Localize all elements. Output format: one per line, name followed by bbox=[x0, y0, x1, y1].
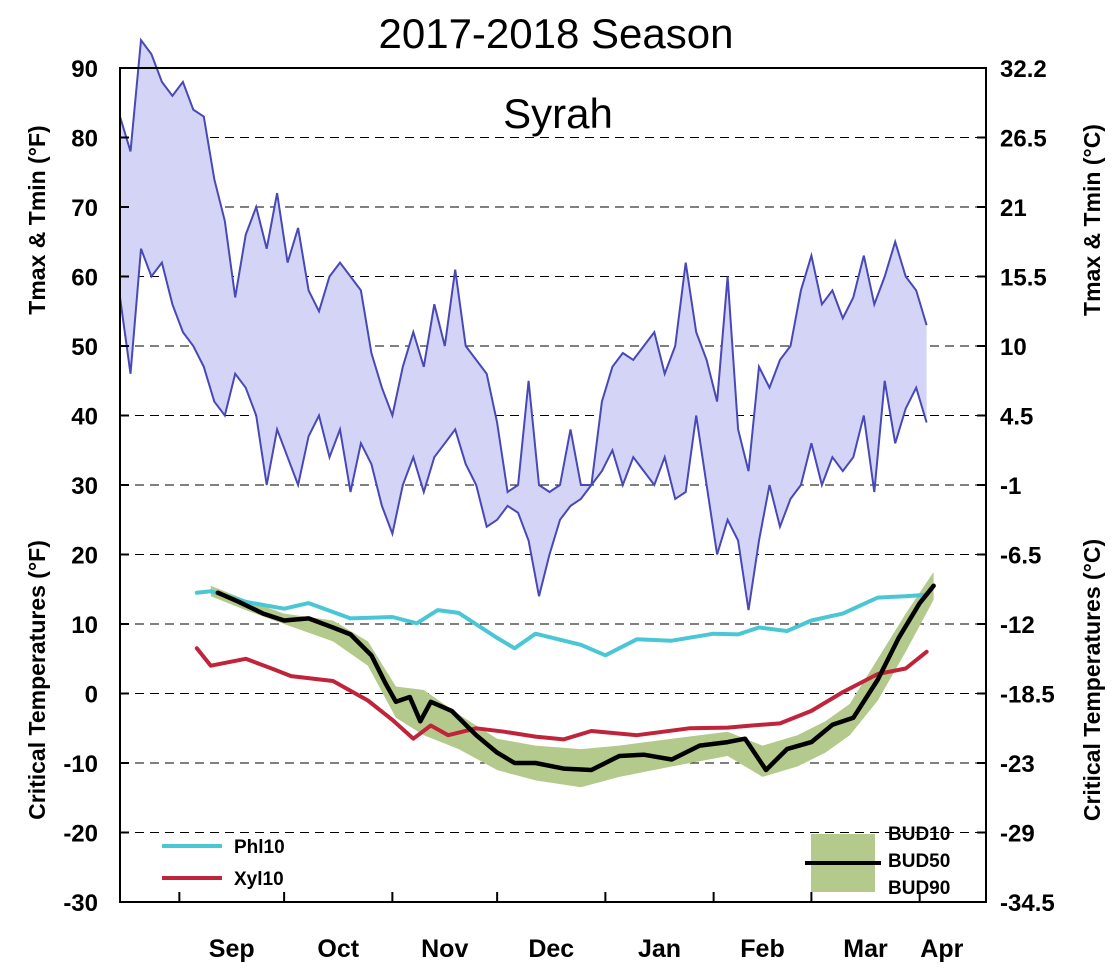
chart-subtitle: Syrah bbox=[503, 90, 613, 137]
x-tick-label-mar: Mar bbox=[843, 935, 888, 963]
legend-bud10-label: BUD10 bbox=[888, 824, 950, 845]
series-layer bbox=[194, 583, 936, 773]
x-tick-label-sep: Sep bbox=[209, 935, 255, 963]
y-right-tick-label: -18.5 bbox=[1000, 682, 1055, 709]
axis-ticks bbox=[120, 67, 986, 903]
y-left-tick-label: 50 bbox=[71, 334, 98, 361]
x-tick-label-nov: Nov bbox=[421, 935, 468, 963]
x-tick-label-oct: Oct bbox=[317, 935, 359, 963]
y-left-tick-label: 30 bbox=[71, 473, 98, 500]
y-left-tick-label: 60 bbox=[71, 265, 98, 292]
tmax-line bbox=[119, 37, 928, 494]
x-tick-label-jan: Jan bbox=[638, 935, 681, 963]
series-xyl10-line bbox=[194, 646, 929, 742]
y-left-lower-label: Critical Temperatures (°F) bbox=[24, 540, 50, 820]
legend-phl10-label: Phl10 bbox=[234, 837, 285, 858]
temperature-band bbox=[119, 37, 928, 611]
x-tick-label-dec: Dec bbox=[528, 935, 574, 963]
y-right-tick-label: 32.2 bbox=[1000, 56, 1047, 83]
y-left-tick-label: 0 bbox=[85, 682, 98, 709]
legend-right: BUD10 BUD50 BUD90 bbox=[805, 824, 950, 899]
y-left-tick-label: 90 bbox=[71, 56, 98, 83]
y-right-tick-label: -34.5 bbox=[1000, 890, 1055, 917]
y-left-tick-label: 40 bbox=[71, 404, 98, 431]
x-tick-labels: Sep Oct Nov Dec Jan Feb Mar Apr bbox=[209, 935, 964, 963]
y-left-tick-label: 70 bbox=[71, 195, 98, 222]
y-right-tick-label: -6.5 bbox=[1000, 543, 1041, 570]
temperature-fill bbox=[120, 40, 927, 611]
y-right-tick-label: -1 bbox=[1000, 473, 1021, 500]
left-tick-labels: -30 -20 -10 0 10 20 30 40 50 60 70 80 90 bbox=[63, 56, 98, 917]
y-right-tick-label: 4.5 bbox=[1000, 404, 1033, 431]
y-left-tick-label: 10 bbox=[71, 612, 98, 639]
legend-bud50-label: BUD50 bbox=[888, 851, 950, 872]
y-left-tick-label: -20 bbox=[63, 821, 98, 848]
x-tick-label-feb: Feb bbox=[740, 935, 784, 963]
series-bud50-line bbox=[215, 583, 936, 773]
y-left-tick-label: 80 bbox=[71, 126, 98, 153]
y-right-tick-label: -29 bbox=[1000, 821, 1035, 848]
tmin-line bbox=[119, 248, 928, 611]
y-right-tick-label: 10 bbox=[1000, 334, 1027, 361]
y-right-tick-label: 15.5 bbox=[1000, 265, 1047, 292]
y-right-tick-label: 26.5 bbox=[1000, 126, 1047, 153]
legend-xyl10-label: Xyl10 bbox=[234, 869, 284, 890]
y-left-tick-label: -10 bbox=[63, 751, 98, 778]
legend-left: Phl10 Xyl10 bbox=[162, 837, 285, 890]
y-left-tick-label: 20 bbox=[71, 543, 98, 570]
y-right-tick-label: 21 bbox=[1000, 195, 1027, 222]
right-tick-labels: -34.5 -29 -23 -18.5 -12 -6.5 -1 4.5 10 15.5 21 26.5… bbox=[1000, 56, 1055, 917]
legend-bud90-label: BUD90 bbox=[888, 878, 950, 899]
x-tick-label-apr: Apr bbox=[920, 935, 963, 963]
chart-title: 2017-2018 Season bbox=[379, 10, 734, 57]
y-left-upper-label: Tmax & Tmin (°F) bbox=[24, 125, 50, 314]
y-right-tick-label: -23 bbox=[1000, 751, 1035, 778]
y-left-tick-label: -30 bbox=[63, 890, 98, 917]
y-right-upper-label: Tmax & Tmin (°C) bbox=[1079, 124, 1105, 316]
y-right-tick-label: -12 bbox=[1000, 612, 1035, 639]
y-right-lower-label: Critical Temperatures (°C) bbox=[1079, 539, 1105, 821]
series-phl10-line bbox=[194, 589, 929, 658]
